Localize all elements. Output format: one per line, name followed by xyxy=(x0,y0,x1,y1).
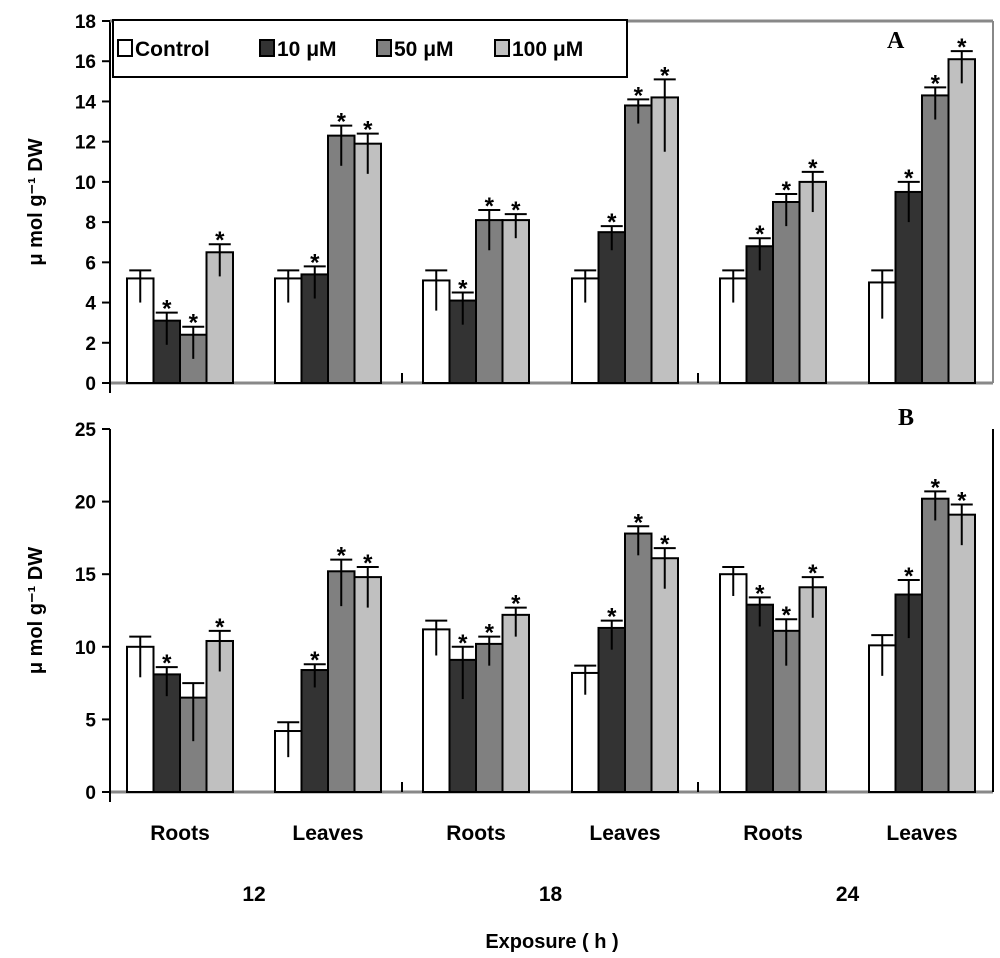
y-tick-label: 16 xyxy=(75,52,96,73)
significance-star: * xyxy=(363,117,373,144)
significance-star: * xyxy=(485,193,495,220)
bar-50M xyxy=(624,104,653,384)
significance-star: * xyxy=(215,227,225,254)
significance-star: * xyxy=(904,165,914,192)
significance-star: * xyxy=(310,647,320,674)
category-label: Leaves xyxy=(886,822,957,845)
panel-B: 0 5 10 15 20 25 μ mol g⁻¹ DW B * * * * * * * * * * * * * * * * * xyxy=(25,405,994,804)
legend-label: Control xyxy=(135,38,210,61)
legend-swatch xyxy=(117,39,133,57)
bar-50M xyxy=(624,532,653,793)
significance-star: * xyxy=(363,550,373,577)
y-tick-label: 14 xyxy=(75,92,97,113)
significance-star: * xyxy=(782,602,792,629)
significance-star: * xyxy=(931,70,941,97)
legend-swatch xyxy=(494,39,510,57)
panel-A: 0 2 4 6 8 10 12 14 16 18 μ mol g⁻¹ DW A * * * * * * * * * * * *… xyxy=(25,12,994,395)
bar-50M xyxy=(475,642,504,793)
significance-star: * xyxy=(310,249,320,276)
significance-star: * xyxy=(808,155,818,182)
legend-swatch xyxy=(376,39,392,57)
category-label: Leaves xyxy=(589,822,660,845)
significance-star: * xyxy=(607,604,617,631)
bar-Control xyxy=(719,573,748,794)
bar-100M xyxy=(501,219,530,384)
significance-star: * xyxy=(607,209,617,236)
bar-10M xyxy=(597,626,626,794)
panel-label: A xyxy=(887,28,905,54)
significance-star: * xyxy=(458,630,468,657)
y-tick-label: 4 xyxy=(85,294,96,315)
bar-Control xyxy=(868,644,897,794)
significance-star: * xyxy=(755,580,765,607)
bar-50M xyxy=(921,497,950,793)
legend-label: 10 μM xyxy=(277,38,337,61)
legend-label: 50 μM xyxy=(394,38,454,61)
significance-star: * xyxy=(634,509,644,536)
significance-star: * xyxy=(337,109,347,136)
significance-star: * xyxy=(634,82,644,109)
significance-star: * xyxy=(189,310,199,337)
significance-star: * xyxy=(660,62,670,89)
legend: Control 10 μM 50 μM 100 μM xyxy=(112,19,628,78)
bar-100M xyxy=(947,58,976,384)
significance-star: * xyxy=(782,177,792,204)
bar-10M xyxy=(745,603,774,794)
time-label: 24 xyxy=(836,883,860,906)
bar-100M xyxy=(501,613,530,794)
significance-star: * xyxy=(660,531,670,558)
significance-star: * xyxy=(162,650,172,677)
bar-100M xyxy=(650,557,679,794)
bar-50M xyxy=(772,201,801,384)
significance-star: * xyxy=(931,474,941,501)
significance-star: * xyxy=(458,276,468,303)
y-tick-label: 0 xyxy=(85,374,96,395)
legend-label: 100 μM xyxy=(512,38,583,61)
bar-100M xyxy=(353,142,382,384)
significance-star: * xyxy=(957,34,967,61)
bar-50M xyxy=(921,94,950,385)
significance-star: * xyxy=(215,614,225,641)
significance-star: * xyxy=(511,197,521,224)
y-tick-label: 10 xyxy=(75,173,96,194)
y-tick-label: 6 xyxy=(85,253,96,274)
y-axis-label: μ mol g⁻¹ DW xyxy=(25,547,47,674)
panel-label: B xyxy=(898,405,914,431)
y-tick-label: 15 xyxy=(75,565,97,586)
category-label: Roots xyxy=(743,822,803,845)
significance-star: * xyxy=(337,543,347,570)
y-tick-label: 12 xyxy=(75,133,96,154)
y-tick-label: 2 xyxy=(85,334,96,355)
bar-50M xyxy=(327,134,356,384)
category-label: Roots xyxy=(150,822,210,845)
time-label: 18 xyxy=(539,883,563,906)
significance-star: * xyxy=(162,296,172,323)
time-label: 12 xyxy=(242,883,265,906)
y-tick-label: 0 xyxy=(85,783,96,804)
y-tick-label: 8 xyxy=(85,213,96,234)
significance-star: * xyxy=(957,488,967,515)
legend-swatch xyxy=(259,39,275,57)
significance-star: * xyxy=(755,221,765,248)
category-label: Roots xyxy=(446,822,506,845)
bar-100M xyxy=(947,513,976,794)
significance-star: * xyxy=(485,620,495,647)
x-axis-label: Exposure ( h ) xyxy=(485,931,618,953)
significance-star: * xyxy=(808,560,818,587)
bar-100M xyxy=(353,576,382,793)
bar-10M xyxy=(300,669,329,793)
y-axis-label: μ mol g⁻¹ DW xyxy=(25,138,47,265)
y-tick-label: 10 xyxy=(75,638,96,659)
significance-star: * xyxy=(904,563,914,590)
significance-star: * xyxy=(511,591,521,618)
bar-10M xyxy=(597,231,626,384)
y-tick-label: 25 xyxy=(75,420,97,441)
y-tick-label: 20 xyxy=(75,493,96,514)
category-label: Leaves xyxy=(292,822,363,845)
y-tick-label: 18 xyxy=(75,12,96,33)
y-tick-label: 5 xyxy=(85,710,96,731)
bar-100M xyxy=(798,586,827,793)
